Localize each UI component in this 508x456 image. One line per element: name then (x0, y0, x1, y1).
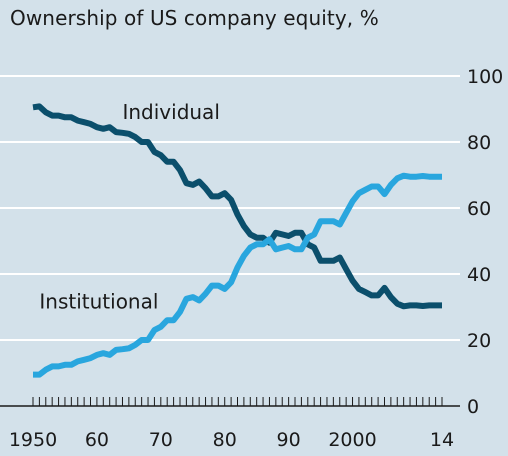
y-tick-label-0: 0 (467, 396, 479, 418)
x-tick-label-1970: 70 (149, 429, 173, 451)
series-line-individual (32, 103, 442, 310)
x-tick-label-2014: 14 (430, 429, 454, 451)
y-tick-label-80: 80 (467, 132, 491, 154)
y-tick-label-40: 40 (467, 264, 491, 286)
series-label-individual: Individual (122, 100, 219, 124)
y-tick-label-60: 60 (467, 198, 491, 220)
x-tick-label-2000: 2000 (328, 429, 376, 451)
series-line-institutional (33, 172, 442, 378)
x-tick-label-1950: 1950 (9, 429, 57, 451)
y-tick-label-100: 100 (467, 66, 503, 88)
y-tick-label-20: 20 (467, 330, 491, 352)
chart-title: Ownership of US company equity, % (10, 6, 379, 30)
x-tick-label-1990: 90 (277, 429, 301, 451)
x-tick-label-1980: 80 (213, 429, 237, 451)
series-label-institutional: Institutional (39, 290, 158, 314)
x-tick-label-1960: 60 (85, 429, 109, 451)
